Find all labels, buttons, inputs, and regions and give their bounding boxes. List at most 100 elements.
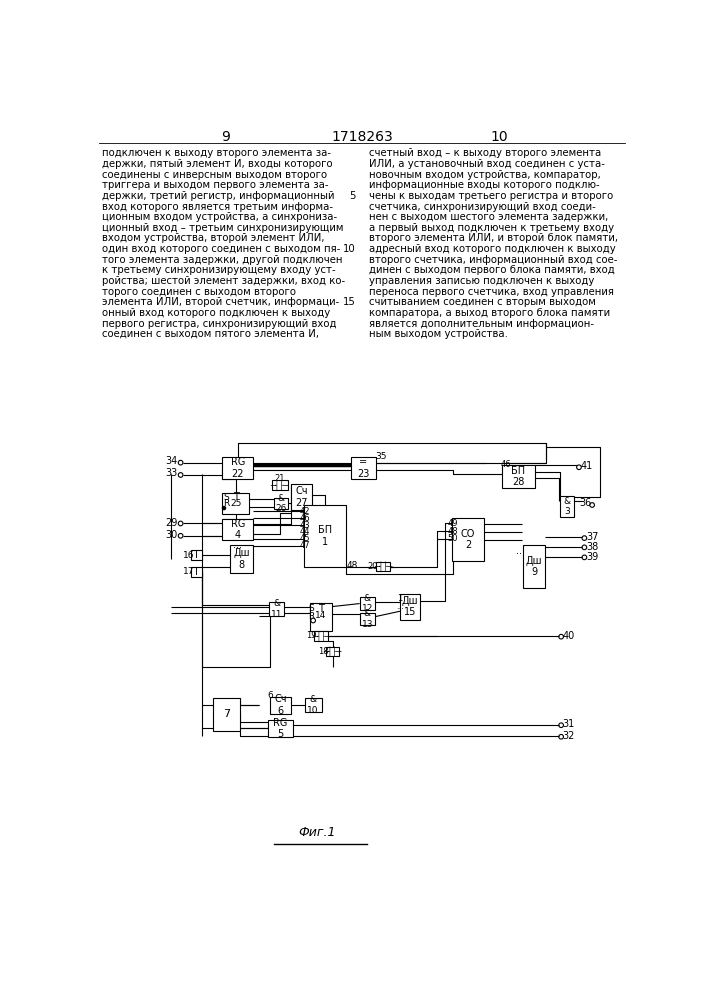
Text: вход которого является третьим информа-: вход которого является третьим информа- xyxy=(103,202,333,212)
Text: нен с выходом шестого элемента задержки,: нен с выходом шестого элемента задержки, xyxy=(369,212,608,222)
Bar xyxy=(230,545,253,573)
Text: БП
28: БП 28 xyxy=(511,466,525,487)
Text: 10: 10 xyxy=(491,130,508,144)
Text: Фиг.1: Фиг.1 xyxy=(298,826,336,839)
Text: S: S xyxy=(223,493,229,502)
Text: 50: 50 xyxy=(448,534,458,543)
Text: 34: 34 xyxy=(165,456,177,466)
Text: 46: 46 xyxy=(300,514,310,523)
Text: 5: 5 xyxy=(349,191,356,201)
Text: информационные входы которого подклю-: информационные входы которого подклю- xyxy=(369,180,600,190)
Text: 14: 14 xyxy=(315,611,327,620)
Text: 49: 49 xyxy=(448,519,458,528)
Bar xyxy=(561,496,574,517)
Text: ─┤├─: ─┤├─ xyxy=(323,647,341,656)
Text: I: I xyxy=(195,550,198,560)
Bar xyxy=(351,457,376,479)
Text: 19: 19 xyxy=(306,631,317,640)
Bar xyxy=(192,567,202,577)
Text: 43: 43 xyxy=(300,521,310,530)
Text: ным выходом устройства.: ным выходом устройства. xyxy=(369,329,508,339)
Text: 25: 25 xyxy=(230,499,241,508)
Bar xyxy=(376,562,390,571)
Text: Сч
6: Сч 6 xyxy=(274,694,287,716)
Text: онный вход которого подключен к выходу: онный вход которого подключен к выходу xyxy=(103,308,331,318)
Text: ционным входом устройства, а синхрониза-: ционным входом устройства, а синхрониза- xyxy=(103,212,337,222)
Bar xyxy=(223,519,253,540)
Text: ИЛИ, а установочный вход соединен с уста-: ИЛИ, а установочный вход соединен с уста… xyxy=(369,159,604,169)
Text: ...: ... xyxy=(233,540,242,550)
Text: &
3: & 3 xyxy=(563,497,571,516)
Text: 29: 29 xyxy=(165,518,177,528)
Text: RG
22: RG 22 xyxy=(230,457,245,479)
Bar xyxy=(270,697,291,714)
Text: 6: 6 xyxy=(268,691,274,700)
Text: соединен с выходом пятого элемента И,: соединен с выходом пятого элемента И, xyxy=(103,329,320,339)
Bar xyxy=(269,602,284,616)
Text: RG
5: RG 5 xyxy=(274,718,288,739)
Bar xyxy=(272,480,288,490)
Text: Дш
9: Дш 9 xyxy=(526,556,542,577)
Text: 36: 36 xyxy=(579,498,591,508)
Text: держки, третий регистр, информационный: держки, третий регистр, информационный xyxy=(103,191,335,201)
Text: новочным входом устройства, компаратор,: новочным входом устройства, компаратор, xyxy=(369,170,601,180)
Bar xyxy=(223,493,249,514)
Text: 32: 32 xyxy=(563,731,575,741)
Bar xyxy=(523,545,545,588)
Text: =
23: = 23 xyxy=(357,457,370,479)
Text: I: I xyxy=(195,567,198,577)
Text: 47: 47 xyxy=(300,541,310,550)
Text: второго счетчика, информационный вход сое-: второго счетчика, информационный вход со… xyxy=(369,255,617,265)
Text: 15: 15 xyxy=(343,297,356,307)
Text: 37: 37 xyxy=(586,532,598,542)
Text: считыванием соединен с вторым выходом: считыванием соединен с вторым выходом xyxy=(369,297,596,307)
Text: 40: 40 xyxy=(563,631,575,641)
Text: 48: 48 xyxy=(448,527,458,536)
Text: ─┤├─: ─┤├─ xyxy=(312,631,330,641)
Text: ройства; шестой элемент задержки, вход ко-: ройства; шестой элемент задержки, вход к… xyxy=(103,276,346,286)
Text: 41: 41 xyxy=(580,461,593,471)
Bar xyxy=(452,518,484,561)
Text: 10: 10 xyxy=(343,244,356,254)
Text: 39: 39 xyxy=(586,552,598,562)
Bar xyxy=(305,698,322,712)
Text: ─┤├─: ─┤├─ xyxy=(271,480,289,490)
Bar xyxy=(304,505,346,567)
Text: R: R xyxy=(308,612,315,621)
Text: динен с выходом первого блока памяти, вход: динен с выходом первого блока памяти, вх… xyxy=(369,265,614,275)
Text: того элемента задержки, другой подключен: того элемента задержки, другой подключен xyxy=(103,255,343,265)
Text: адресный вход которого подключен к выходу: адресный вход которого подключен к выход… xyxy=(369,244,616,254)
Bar xyxy=(400,594,420,620)
Text: является дополнительным информацион-: является дополнительным информацион- xyxy=(369,319,594,329)
Text: 46: 46 xyxy=(501,460,511,469)
Text: чены к выходам третьего регистра и второго: чены к выходам третьего регистра и второ… xyxy=(369,191,613,201)
Text: ...: ... xyxy=(396,602,404,611)
Text: T: T xyxy=(318,604,324,614)
Text: а первый выход подключен к третьему входу: а первый выход подключен к третьему вход… xyxy=(369,223,614,233)
Bar xyxy=(325,647,339,656)
Text: 45: 45 xyxy=(300,534,310,543)
Text: компаратора, а выход второго блока памяти: компаратора, а выход второго блока памят… xyxy=(369,308,610,318)
Text: 16: 16 xyxy=(182,551,194,560)
Text: &
12: & 12 xyxy=(362,594,373,613)
Text: один вход которого соединен с выходом пя-: один вход которого соединен с выходом пя… xyxy=(103,244,341,254)
Text: Сч
27: Сч 27 xyxy=(296,487,308,508)
Text: ─┤├─: ─┤├─ xyxy=(373,562,392,571)
Text: счетный вход – к выходу второго элемента: счетный вход – к выходу второго элемента xyxy=(369,148,601,158)
Bar xyxy=(360,597,375,610)
Text: 33: 33 xyxy=(165,468,177,478)
Text: 42: 42 xyxy=(300,507,310,516)
Bar xyxy=(291,484,312,510)
Bar xyxy=(274,498,288,509)
Text: торого соединен с выходом второго: торого соединен с выходом второго xyxy=(103,287,296,297)
Text: &
11: & 11 xyxy=(271,599,283,619)
Text: счетчика, синхронизирующий вход соеди-: счетчика, синхронизирующий вход соеди- xyxy=(369,202,596,212)
Bar xyxy=(314,631,328,641)
Text: к третьему синхронизирующему входу уст-: к третьему синхронизирующему входу уст- xyxy=(103,265,336,275)
Text: R: R xyxy=(223,499,230,508)
Text: триггера и выходом первого элемента за-: триггера и выходом первого элемента за- xyxy=(103,180,329,190)
Text: ционный вход – третьим синхронизирующим: ционный вход – третьим синхронизирующим xyxy=(103,223,344,233)
Text: 1: 1 xyxy=(397,594,402,603)
Text: первого регистра, синхронизирующий вход: первого регистра, синхронизирующий вход xyxy=(103,319,337,329)
Text: входом устройства, второй элемент ИЛИ,: входом устройства, второй элемент ИЛИ, xyxy=(103,233,325,243)
